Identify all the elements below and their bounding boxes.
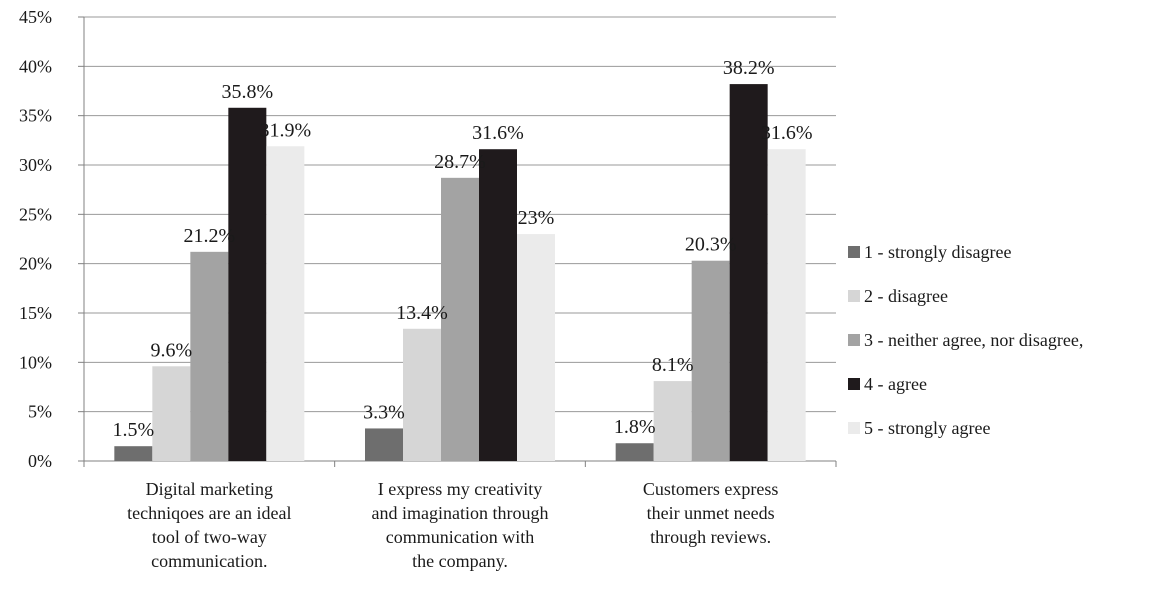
y-tick-label: 15% [19,303,52,323]
bar [266,146,305,461]
bar [767,149,806,462]
y-tick-label: 35% [19,106,52,126]
legend-label: 2 - disagree [864,286,948,306]
bar [152,366,191,461]
data-label: 23% [518,207,555,229]
legend-swatch [848,290,860,302]
legend-swatch [848,422,860,434]
y-tick-label: 10% [19,352,52,372]
legend-label: 3 - neither agree, nor disagree, [864,330,1083,350]
bar [691,260,730,461]
data-label: 8.1% [652,354,694,376]
category-label: Customers express their unmet needs throug… [643,479,778,547]
data-label: 21.2% [183,225,235,247]
category-label: I express my creativity and imagination t… [372,479,549,571]
legend-label: 1 - strongly disagree [864,242,1011,262]
bar [228,107,267,462]
bar [615,443,654,461]
data-label: 13.4% [396,302,448,324]
y-tick-label: 40% [19,56,52,76]
bar [517,234,555,461]
bar [479,149,517,462]
data-label: 20.3% [685,234,737,256]
data-label: 1.5% [112,419,154,441]
data-label: 9.6% [150,339,192,361]
bar [190,251,229,461]
y-tick-label: 0% [28,451,52,471]
legend-swatch [848,334,860,346]
data-label: 31.9% [259,119,311,141]
legend-swatch [848,378,860,390]
y-tick-label: 20% [19,254,52,274]
data-label: 28.7% [434,151,486,173]
data-label: 35.8% [221,81,273,103]
data-label: 31.6% [761,122,813,144]
bar [653,381,692,461]
data-label: 3.3% [363,401,405,423]
bar [441,177,479,461]
legend: 1 - strongly disagree 2 - disagree 3 - nei… [848,242,1083,438]
bars [114,84,806,462]
category-labels: Digital marketing techniqoes are an ideal… [127,479,778,571]
bar [365,428,403,461]
axes: 0% 5% 10% 15% 20% 25% 30% 35% 40% 45% [19,7,837,471]
bar [403,328,441,461]
data-label: 31.6% [472,122,524,144]
y-tick-label: 45% [19,7,52,27]
y-tick-label: 30% [19,155,52,175]
data-label: 1.8% [614,416,656,438]
y-tick-label: 5% [28,402,52,422]
legend-swatch [848,246,860,258]
category-label: Digital marketing techniqoes are an ideal… [127,479,291,571]
legend-label: 4 - agree [864,374,927,394]
data-label: 38.2% [723,57,775,79]
legend-label: 5 - strongly agree [864,418,990,438]
y-tick-label: 25% [19,204,52,224]
data-labels: 1.5% 9.6% 21.2% 35.8% 31.9% 3.3% 13.4% 28.7% 31.… [112,57,812,441]
bar [114,446,153,461]
bar [729,84,768,462]
